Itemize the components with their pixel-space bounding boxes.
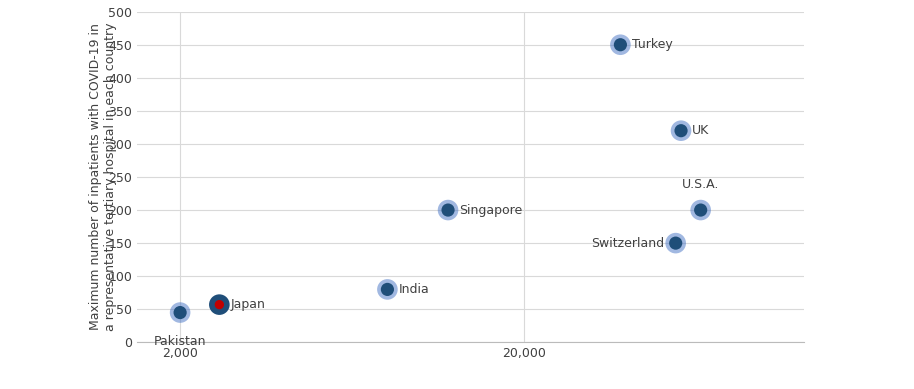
- Point: [613, 42, 628, 48]
- Point: [668, 240, 683, 246]
- Point: [694, 207, 708, 213]
- Text: U.S.A.: U.S.A.: [682, 178, 719, 191]
- Text: Switzerland: Switzerland: [591, 237, 664, 250]
- Text: Pakistan: Pakistan: [154, 335, 207, 348]
- Point: [380, 286, 395, 293]
- Text: Japan: Japan: [230, 298, 265, 311]
- Point: [613, 42, 628, 48]
- Point: [173, 310, 187, 316]
- Point: [674, 128, 688, 134]
- Point: [694, 207, 708, 213]
- Text: India: India: [399, 283, 430, 296]
- Text: Turkey: Turkey: [632, 38, 673, 51]
- Point: [173, 310, 187, 316]
- Point: [674, 128, 688, 134]
- Point: [212, 301, 227, 308]
- Text: UK: UK: [692, 124, 709, 137]
- Point: [380, 286, 395, 293]
- Point: [668, 240, 683, 246]
- Point: [441, 207, 455, 213]
- Text: Singapore: Singapore: [459, 203, 523, 217]
- Point: [441, 207, 455, 213]
- Point: [212, 301, 227, 308]
- Y-axis label: Maximum number of inpatients with COVID-19 in
a representative tertiary hospital: Maximum number of inpatients with COVID-…: [89, 23, 117, 331]
